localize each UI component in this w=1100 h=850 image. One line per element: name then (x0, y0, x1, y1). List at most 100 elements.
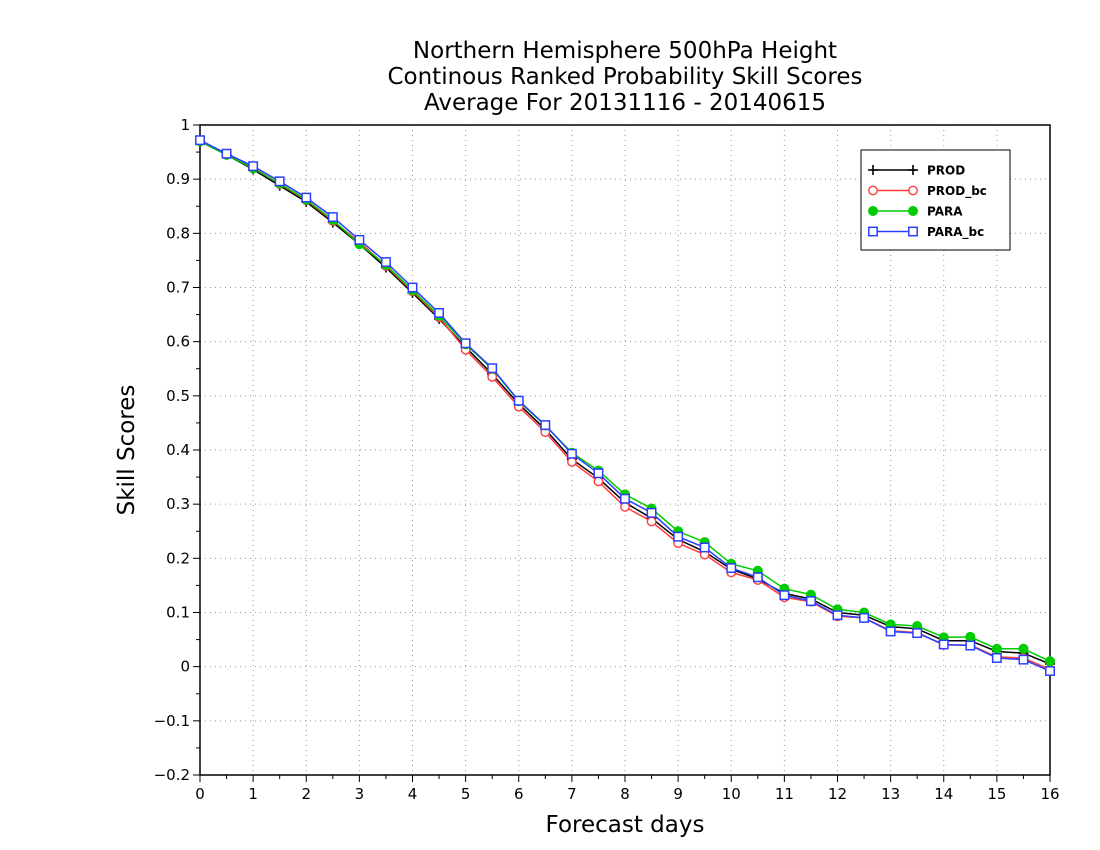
x-tick-label: 3 (355, 785, 365, 803)
data-point-para-bc (859, 612, 870, 623)
x-tick-label: 9 (673, 785, 683, 803)
legend-marker (908, 185, 918, 196)
data-point-para-bc (673, 531, 684, 542)
legend-marker (908, 226, 918, 237)
x-tick-label: 16 (1040, 785, 1059, 803)
data-point-para-bc (354, 234, 365, 245)
data-point-para-bc (593, 468, 604, 479)
data-point-para-bc (646, 507, 657, 518)
y-tick-label: 0.3 (166, 495, 190, 513)
legend-marker (908, 165, 918, 175)
data-point-para-bc (380, 257, 391, 267)
data-point-para (991, 643, 1002, 654)
data-point-para-bc (965, 640, 976, 651)
data-point-prod-bc (566, 457, 577, 467)
y-tick-label: −0.1 (154, 712, 190, 730)
data-point-para-bc (460, 338, 471, 349)
data-point-prod-bc (646, 516, 657, 527)
data-point-para (965, 631, 976, 642)
x-tick-label: 0 (195, 785, 205, 803)
x-tick-label: 6 (514, 785, 524, 803)
legend-label: PARA_bc (927, 225, 984, 240)
data-point-para-bc (752, 572, 763, 583)
data-point-para-bc (195, 135, 205, 146)
legend-marker (868, 165, 878, 175)
y-axis-label: Skill Scores (114, 385, 140, 516)
chart-title-line: Average For 20131116 - 20140615 (424, 90, 826, 116)
legend-marker (908, 206, 918, 216)
data-point-para-bc (779, 590, 790, 601)
data-point-para-bc (805, 596, 816, 607)
y-tick-label: 0.1 (166, 604, 190, 622)
y-tick-label: 0.2 (166, 549, 190, 567)
legend-label: PROD (927, 164, 965, 178)
data-point-para-bc (912, 628, 923, 639)
x-tick-label: 1 (248, 785, 258, 803)
data-point-para-bc (487, 363, 498, 374)
chart-title: Northern Hemisphere 500hPa HeightContino… (387, 38, 862, 116)
legend-item-prod-bc: PROD_bc (868, 184, 987, 199)
x-tick-label: 14 (934, 785, 953, 803)
x-axis-label: Forecast days (546, 812, 705, 838)
data-point-para (1018, 643, 1029, 654)
series-para-bc (195, 135, 1055, 676)
x-tick-label: 15 (987, 785, 1006, 803)
chart-title-line: Continous Ranked Probability Skill Score… (387, 64, 862, 90)
x-tick-label: 11 (775, 785, 794, 803)
legend: PROD PROD_bc PARA PARA_bc (860, 149, 1011, 251)
legend-marker (868, 226, 878, 237)
x-tick-label: 12 (828, 785, 847, 803)
legend-label: PARA (927, 205, 963, 219)
data-point-para-bc (407, 282, 418, 293)
legend-item-prod: PROD (868, 164, 965, 178)
chart-title-line: Northern Hemisphere 500hPa Height (413, 38, 837, 64)
data-point-prod-bc (620, 501, 630, 512)
x-tick-label: 4 (408, 785, 418, 803)
data-point-para-bc (1045, 666, 1055, 676)
series-group (195, 135, 1055, 676)
data-point-para-bc (699, 542, 710, 553)
y-tick-label: 0.4 (166, 441, 190, 459)
x-tick-label: 10 (722, 785, 741, 803)
x-tick-label: 7 (567, 785, 577, 803)
data-point-para-bc (274, 176, 285, 187)
data-point-prod-bc (593, 476, 604, 487)
data-point-para-bc (221, 148, 232, 159)
legend-box (860, 149, 1011, 251)
legend-marker (868, 185, 878, 196)
data-point-para-bc (991, 653, 1002, 663)
data-point-para-bc (832, 610, 843, 621)
y-tick-label: 0.9 (166, 170, 190, 188)
data-point-para-bc (248, 161, 259, 172)
data-point-para-bc (566, 448, 577, 459)
x-tick-label: 13 (881, 785, 900, 803)
x-tick-label: 2 (301, 785, 311, 803)
y-tick-label: 1 (180, 116, 190, 134)
y-tick-label: 0.8 (166, 224, 190, 242)
legend-marker (868, 206, 878, 216)
y-tick-label: 0.5 (166, 387, 190, 405)
y-tick-label: 0.7 (166, 279, 190, 297)
data-point-para-bc (327, 212, 338, 223)
data-point-para-bc (434, 308, 445, 318)
data-point-para-bc (938, 639, 949, 650)
x-tick-label: 5 (461, 785, 471, 803)
x-tick-label: 8 (620, 785, 630, 803)
data-point-para-bc (1018, 654, 1029, 665)
legend-item-para: PARA (868, 205, 963, 219)
data-point-para-bc (726, 563, 737, 574)
data-point-para-bc (301, 192, 312, 203)
y-tick-label: −0.2 (154, 766, 190, 784)
data-point-para-bc (885, 626, 896, 637)
data-point-para-bc (540, 420, 551, 431)
data-point-para-bc (620, 493, 630, 504)
legend-label: PROD_bc (927, 184, 987, 199)
data-point-para (1045, 656, 1055, 667)
data-point-prod-bc (487, 371, 498, 382)
data-point-para-bc (513, 395, 524, 406)
legend-item-para-bc: PARA_bc (868, 225, 984, 240)
y-tick-label: 0.6 (166, 333, 190, 351)
y-tick-label: 0 (180, 658, 190, 676)
axis-ticks: 0 1 2 3 4 5 6 7 8 9 10 11 12 13 14 15 16−0.2−0.100.10.20… (154, 116, 1060, 803)
